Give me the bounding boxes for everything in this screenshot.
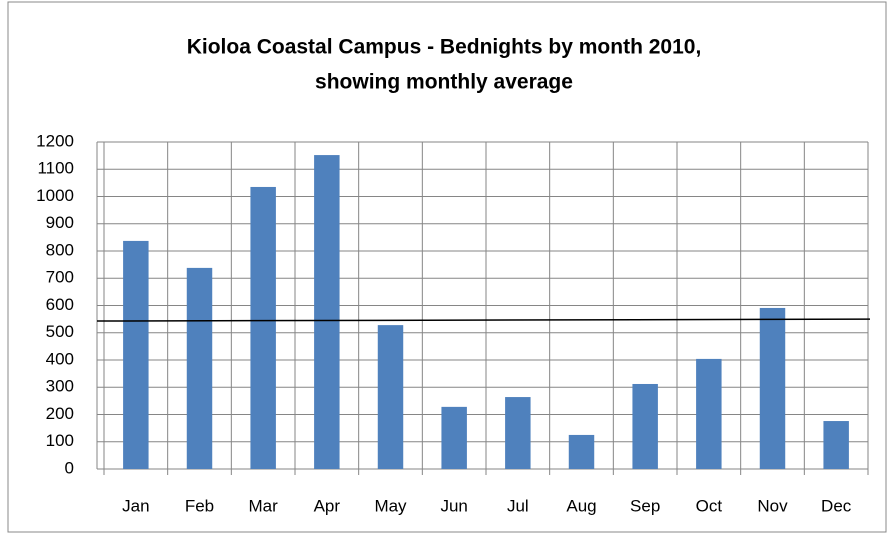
bar <box>568 434 595 469</box>
x-tick-label: Jul <box>507 496 529 515</box>
bar <box>696 358 722 469</box>
chart-title: Kioloa Coastal Campus - Bednights by mon… <box>187 36 702 59</box>
x-tick-label: Jan <box>122 496 149 515</box>
y-tick-label: 1000 <box>36 186 74 205</box>
x-tick-label: Dec <box>821 496 852 515</box>
x-tick-label: Apr <box>314 496 341 515</box>
y-tick-label: 300 <box>46 377 74 396</box>
x-tick-label: Mar <box>249 496 279 515</box>
y-tick-label: 0 <box>65 458 74 477</box>
bar <box>441 406 467 469</box>
y-tick-label: 600 <box>46 295 74 314</box>
y-tick-label: 1200 <box>36 131 74 150</box>
bar <box>377 325 404 469</box>
y-tick-label: 900 <box>46 213 74 232</box>
bar <box>632 383 658 469</box>
x-tick-label: Nov <box>757 496 788 515</box>
bar <box>505 397 531 469</box>
bar <box>123 240 149 469</box>
bar <box>250 186 276 469</box>
y-tick-label: 800 <box>46 240 74 259</box>
average-line <box>96 318 871 322</box>
y-tick-label: 400 <box>46 349 74 368</box>
chart-title: showing monthly average <box>315 71 573 94</box>
x-tick-label: Sep <box>630 496 660 515</box>
x-tick-label: Feb <box>185 496 214 515</box>
y-tick-label: 100 <box>46 431 74 450</box>
bar <box>759 307 786 469</box>
y-tick-label: 700 <box>46 268 74 287</box>
x-tick-label: Jun <box>440 496 467 515</box>
x-tick-label: Aug <box>566 496 596 515</box>
y-tick-label: 200 <box>46 404 74 423</box>
y-tick-label: 1100 <box>37 159 74 178</box>
x-tick-label: May <box>374 496 407 515</box>
bar <box>823 421 849 469</box>
bar <box>186 267 213 469</box>
x-tick-label: Oct <box>696 496 723 515</box>
bar <box>314 155 340 469</box>
y-tick-label: 500 <box>46 322 74 341</box>
